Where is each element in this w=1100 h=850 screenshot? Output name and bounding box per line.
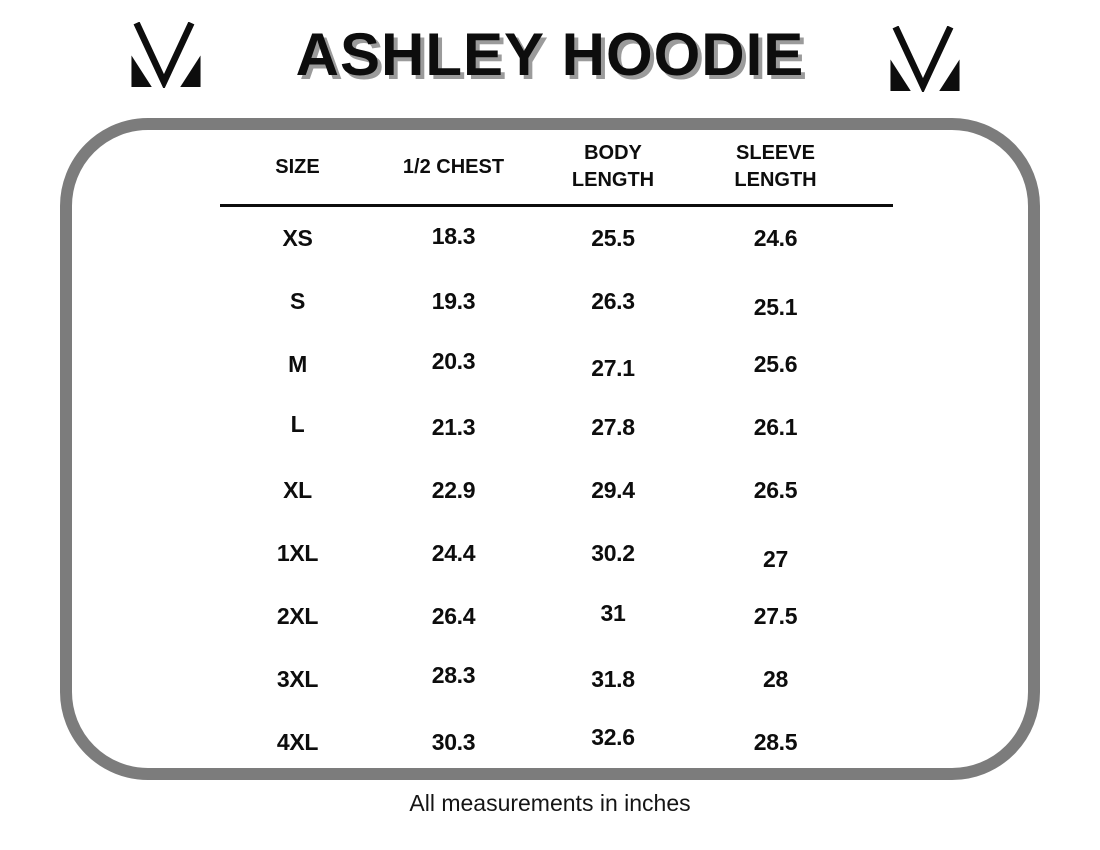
value-cell: 31 [600,600,626,626]
value-cell: 26.3 [591,288,635,314]
size-cell: L [290,411,305,437]
value-cell: 24.4 [431,540,476,566]
table-row: M 20.3 27.1 25.6 [220,333,857,396]
size-chart-board [60,118,1040,780]
size-cell: XS [282,225,313,251]
size-cell: 2XL [276,603,319,629]
size-cell: 1XL [276,540,319,566]
table-row: XL 22.9 29.4 26.5 [220,459,857,522]
column-header-body-length: BODY LENGTH [571,142,655,191]
value-cell: 25.5 [591,225,635,251]
value-cell: 26.1 [753,414,798,440]
m-monogram-icon [131,22,201,88]
value-cell: 20.3 [431,348,476,374]
value-cell: 25.6 [753,351,798,377]
brand-logo-right [889,26,961,92]
m-monogram-icon [890,26,960,92]
value-cell: 31.8 [591,666,635,692]
brand-logo-left [130,22,202,88]
size-cell: M [288,351,307,377]
table-row: S 19.3 26.3 25.1 [220,270,857,333]
table-row: L 21.3 27.8 26.1 [220,396,857,459]
value-cell: 21.3 [431,414,476,440]
value-cell: 27.8 [591,414,635,440]
table-header-row: SIZE 1/2 CHEST BODY LENGTH SLEEVE LENGTH [220,136,857,198]
value-cell: 30.3 [431,729,476,755]
value-cell: 22.9 [431,477,476,503]
table-row: 1XL 24.4 30.2 27 [220,522,857,585]
table-body: XS 18.3 25.5 24.6 S 19.3 26.3 25.1 M 20.3 27.1 25.6… [220,207,857,774]
value-cell: 26.4 [431,603,476,629]
column-header-half-chest: 1/2 CHEST [402,155,505,178]
value-cell: 27.5 [753,603,798,629]
value-cell: 29.4 [591,477,635,503]
column-header-sleeve-length: SLEEVE LENGTH [734,142,817,191]
size-cell: 4XL [276,729,319,755]
table-row: 3XL 28.3 31.8 28 [220,648,857,711]
page-title: ASHLEY HOODIE [295,21,805,88]
value-cell: 28.5 [753,729,798,755]
size-cell: XL [283,477,312,503]
column-header-size: SIZE [275,155,320,178]
size-table: SIZE 1/2 CHEST BODY LENGTH SLEEVE LENGTH… [220,136,893,774]
value-cell: 26.5 [753,477,798,503]
value-cell: 28.3 [431,662,476,688]
table-row: 2XL 26.4 31 27.5 [220,585,857,648]
size-cell: S [289,288,306,314]
value-cell: 24.6 [753,225,798,251]
value-cell: 18.3 [431,223,476,249]
value-cell: 32.6 [591,724,635,750]
value-cell: 28 [763,666,788,692]
value-cell: 19.3 [431,288,476,314]
size-cell: 3XL [276,666,319,692]
value-cell: 27 [763,546,788,572]
table-row: 4XL 30.3 32.6 28.5 [220,711,857,774]
value-cell: 30.2 [591,540,635,566]
footer-note: All measurements in inches [409,790,691,816]
value-cell: 25.1 [753,294,798,320]
value-cell: 27.1 [591,355,635,381]
table-row: XS 18.3 25.5 24.6 [220,207,857,270]
header-divider [220,204,893,207]
